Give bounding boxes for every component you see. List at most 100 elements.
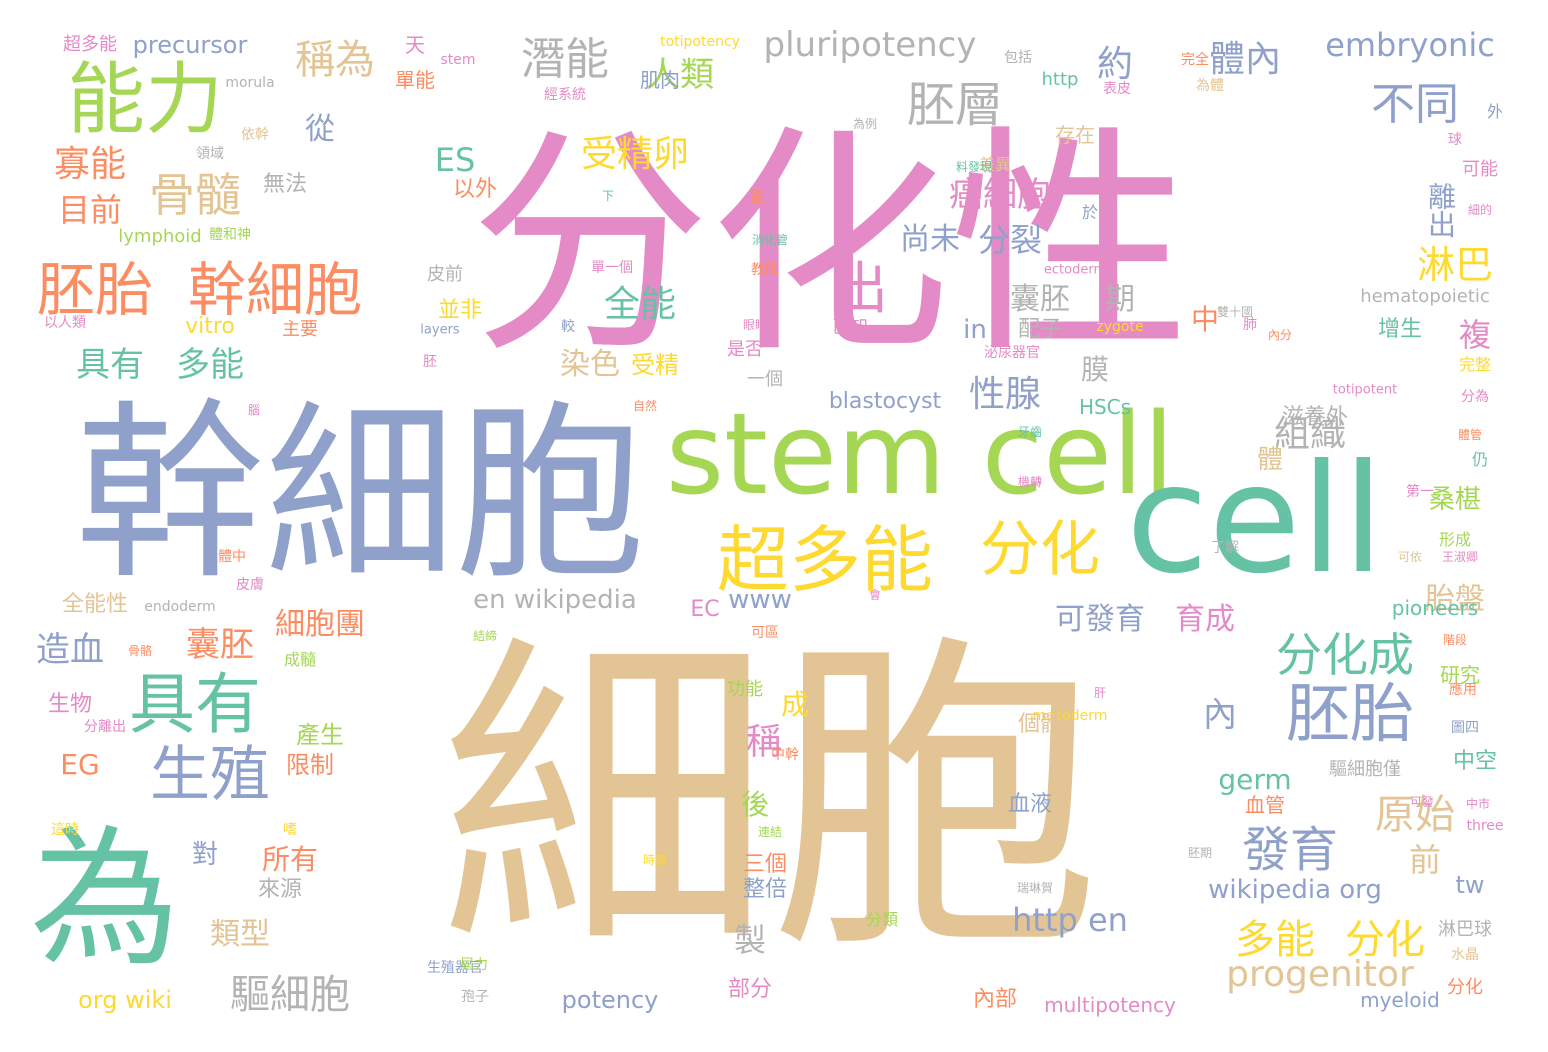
word-bingfei: 並非	[437, 298, 483, 323]
word-zhongkong: 中空	[1452, 749, 1498, 774]
word-tw: tw	[1455, 871, 1485, 899]
word-endoderm: endoderm	[144, 599, 216, 615]
word-cong: 從	[305, 112, 335, 147]
word-precursor: precursor	[132, 31, 248, 59]
word-nangpei-orange: 囊胚	[186, 625, 254, 665]
word-http: http	[1041, 69, 1079, 90]
word-yanjiu: 研究	[1440, 663, 1480, 687]
word-chengwei: 稱為	[295, 37, 375, 83]
word-biaopi: 表皮	[1103, 81, 1131, 97]
word-fenwei: 分為	[1461, 389, 1489, 405]
word-tiguan: 體管	[1457, 428, 1483, 442]
word-shengwu: 生物	[47, 692, 93, 717]
word-in: in	[963, 315, 987, 345]
word-shuijing: 水晶	[1451, 947, 1479, 963]
word-dui: 對	[191, 840, 219, 870]
word-wikipedia-org: wikipedia org	[1208, 875, 1382, 905]
word-baokuo: 包括	[1004, 50, 1032, 66]
word-bufen: 部分	[727, 977, 773, 1002]
word-nengli: 能力	[66, 55, 224, 145]
word-fenlichu: 分離出	[84, 719, 126, 735]
word-yige: 一個	[747, 369, 783, 390]
word-jizhuan: 機轉	[1017, 475, 1043, 489]
word-fenlei: 分類	[865, 910, 899, 929]
word-laiyuan: 來源	[257, 877, 303, 902]
word-hematopoietic: hematopoietic	[1360, 286, 1490, 307]
word-duoneng-teal: 多能	[176, 345, 244, 385]
word-totipotency: totipotency	[660, 34, 740, 50]
word-chaoduoneng: 超多能	[716, 518, 934, 602]
word-shengzhiqiguan: 生殖器官	[427, 960, 483, 976]
word-three: three	[1466, 818, 1504, 834]
word-shengzhi: 生殖	[150, 740, 270, 810]
word-http-en: http en	[1012, 901, 1128, 939]
word-chansheng: 產生	[296, 721, 344, 749]
word-ganxibao: 幹細胞	[74, 384, 646, 605]
word-mo: 膜	[1080, 353, 1110, 386]
word-neibu: 內部	[972, 987, 1018, 1012]
word-germ: germ	[1218, 763, 1292, 796]
word-eg: EG	[60, 748, 100, 781]
word-wei: 為	[29, 813, 181, 987]
word-ziran: 自然	[632, 399, 658, 413]
word-fenhua-yellow: 分化	[980, 515, 1100, 585]
word-xingcheng: 形成	[1438, 530, 1472, 549]
word-cunzai: 存在	[1055, 123, 1095, 147]
word-guge: 骨骼	[127, 644, 153, 658]
word-quannengxing: 全能性	[61, 592, 129, 617]
word-ec: EC	[690, 597, 720, 622]
word-zheshi: 這時	[51, 822, 79, 838]
word-danneng: 單能	[395, 68, 435, 92]
word-renlei: 人類	[646, 55, 714, 95]
word-yigan: 依幹	[241, 127, 269, 143]
word-qian: 前	[1408, 841, 1442, 879]
word-leixing: 類型	[210, 917, 270, 952]
word-www: www	[728, 585, 792, 615]
word-zhuyao: 主要	[282, 319, 318, 340]
word-fenhuacheng: 分化成	[1276, 628, 1414, 682]
word-fenlie: 分裂	[977, 221, 1043, 259]
word-zhong: 中	[1190, 303, 1220, 336]
word-reng: 仍	[1471, 450, 1489, 469]
word-nangpei-gray: 囊胚	[1010, 282, 1070, 317]
word-lichu: 離出	[1424, 182, 1457, 238]
word-yanjing: 眼睛	[742, 318, 768, 332]
word-kefayu: 可發育	[1055, 602, 1145, 637]
word-keneng: 可能	[1462, 159, 1498, 180]
word-yizhi: 已知	[832, 317, 868, 338]
word-weiti: 為體	[1196, 78, 1224, 94]
word-ganxibao-orange: 幹細胞	[187, 256, 363, 324]
word-yucheng: 育成	[1175, 602, 1235, 637]
word-mesoderm: mesoderm	[1032, 708, 1108, 724]
word-org-wiki: org wiki	[78, 986, 172, 1014]
word-liang: 量	[750, 190, 764, 206]
word-danyige: 單一個	[591, 260, 633, 276]
word-zaoxue: 造血	[36, 630, 104, 670]
word-ziyangwai: 滋養外	[1281, 405, 1349, 430]
word-muqian: 目前	[57, 191, 123, 229]
word-yachi: 牙齒	[1017, 425, 1043, 439]
word-pifu: 皮膚	[236, 577, 264, 593]
word-cheng-2: 成	[780, 688, 810, 721]
word-lymphoid: lymphoid	[118, 226, 202, 247]
word-embryonic: embryonic	[1325, 26, 1495, 64]
word-shuangshiguo: 雙十國	[1216, 305, 1254, 319]
word-jieduan: 階段	[1442, 633, 1468, 647]
word-fayu: 發育	[1241, 822, 1339, 878]
word-chu: 出	[832, 257, 888, 322]
word-multipotency: multipotency	[1044, 993, 1176, 1017]
word-tinei: 體內	[1208, 39, 1282, 80]
word-neifen: 內分	[1267, 328, 1293, 342]
word-shangwei: 尚未	[900, 222, 960, 257]
word-zuzhi: 組織	[1273, 414, 1347, 455]
word-jirou: 肌肉	[640, 68, 680, 92]
word-shi: 嗜	[283, 822, 297, 838]
word-qianneng: 潛能	[521, 34, 609, 85]
word-peiceng: 胚層	[906, 77, 1004, 133]
word-xibao: 細胞	[440, 608, 1100, 992]
word-gongneng: 功能	[727, 679, 763, 700]
word-xingxian: 性腺	[968, 374, 1042, 415]
word-diyi: 第一	[1406, 484, 1434, 500]
word-jieli: 屆力	[460, 957, 488, 973]
